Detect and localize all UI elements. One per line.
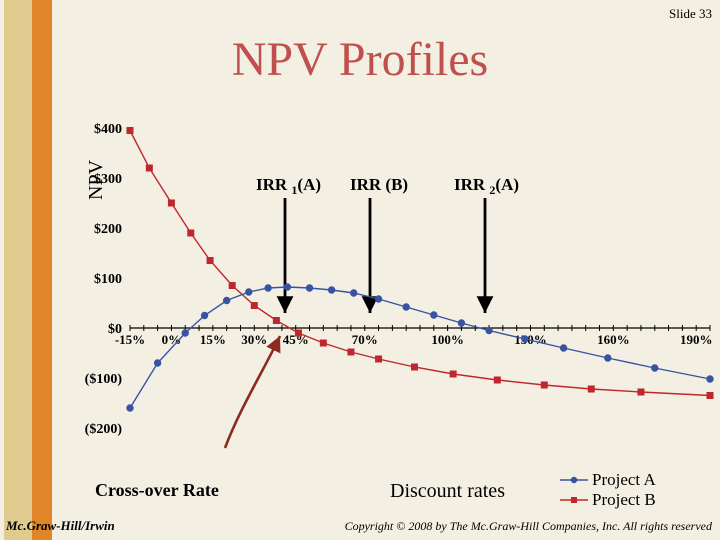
y-tick-label: ($200) — [85, 422, 123, 437]
footer-left: Mc.Graw-Hill/Irwin — [6, 518, 115, 534]
x-tick-label: 15% — [200, 332, 226, 347]
annotation: IRR 1(A) — [256, 175, 321, 197]
legend-item: Project A — [560, 470, 656, 490]
y-tick-label: $400 — [94, 122, 122, 137]
x-tick-label: -15% — [115, 332, 145, 347]
page-title: NPV Profiles — [0, 32, 720, 87]
footer-right: Copyright © 2008 by The Mc.Graw-Hill Com… — [345, 519, 712, 534]
x-tick-label: 130% — [514, 332, 547, 347]
legend: Project AProject B — [560, 470, 656, 510]
x-tick-label: 190% — [680, 332, 713, 347]
y-tick-label: $300 — [94, 172, 122, 187]
x-tick-label: 30% — [241, 332, 267, 347]
legend-label: Project B — [592, 490, 656, 510]
y-tick-label: $200 — [94, 222, 122, 237]
x-tick-label: 70% — [352, 332, 378, 347]
x-tick-label: 0% — [162, 332, 182, 347]
x-tick-label: 160% — [597, 332, 630, 347]
annotation: IRR 2(A) — [454, 175, 519, 197]
npv-chart: $400$300$200$100$0($100)($200)-15%0%15%3… — [60, 118, 720, 478]
chart-svg: $400$300$200$100$0($100)($200)-15%0%15%3… — [60, 118, 720, 478]
legend-label: Project A — [592, 470, 656, 490]
legend-item: Project B — [560, 490, 656, 510]
y-tick-label: ($100) — [85, 372, 123, 387]
annotation: IRR (B) — [350, 175, 408, 194]
y-tick-label: $100 — [94, 272, 122, 287]
slide-number: Slide 33 — [669, 6, 712, 22]
x-axis-label: Discount rates — [390, 480, 505, 503]
x-tick-label: 100% — [431, 332, 464, 347]
crossover-label: Cross-over Rate — [95, 480, 219, 501]
